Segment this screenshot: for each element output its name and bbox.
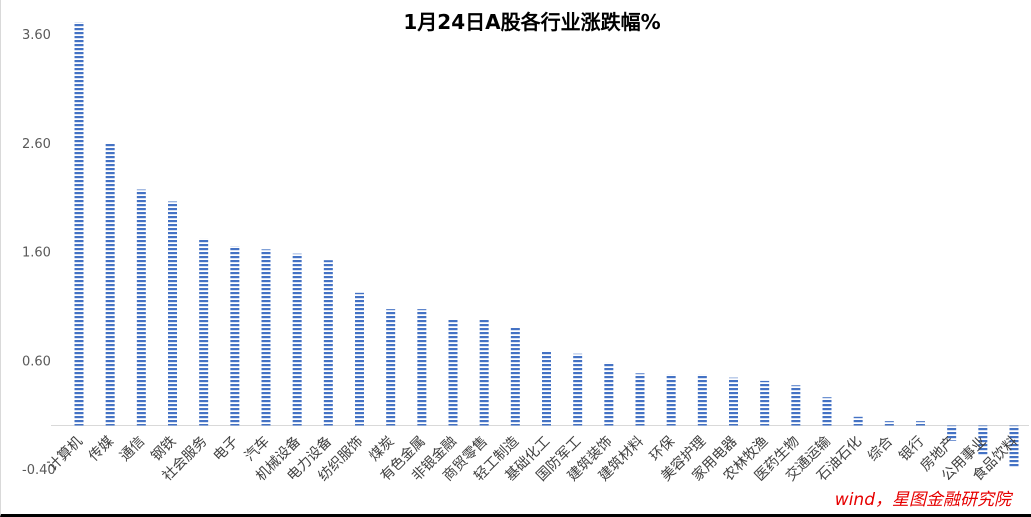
bars-group: [74, 22, 1019, 467]
bar: [230, 246, 240, 426]
bar: [292, 253, 302, 426]
bar: [978, 425, 988, 456]
y-tick-label: -0.40: [22, 463, 56, 478]
bar: [261, 249, 271, 426]
bar: [199, 238, 209, 426]
bar: [510, 327, 520, 426]
bar: [916, 421, 925, 426]
bar: [760, 380, 770, 426]
bar: [947, 425, 957, 441]
y-tick-label: 2.60: [22, 137, 51, 152]
bar: [417, 309, 427, 426]
bar: [479, 320, 489, 426]
bar: [573, 353, 583, 426]
bar: [136, 189, 146, 426]
bar: [884, 421, 894, 426]
bar: [448, 320, 458, 426]
y-tick-label: 0.60: [22, 354, 51, 369]
bar: [822, 397, 832, 426]
bar: [729, 377, 738, 426]
bar: [74, 22, 84, 426]
x-tick-label: 综合: [865, 434, 896, 465]
bar: [791, 385, 801, 426]
bar: [323, 260, 333, 426]
bar: [355, 292, 364, 426]
bar: [697, 374, 707, 426]
bar: [635, 373, 645, 426]
x-tick-label: 计算机: [45, 434, 86, 475]
bar: [604, 362, 614, 426]
bar: [105, 142, 115, 426]
y-axis: -0.40 0.60 1.60 2.60 3.60: [22, 28, 56, 478]
bar: [666, 374, 676, 426]
chart-title: 1月24日A股各行业涨跌幅%: [403, 10, 660, 34]
y-tick-label: 1.60: [22, 246, 51, 261]
bar: [386, 309, 396, 426]
bar: [168, 201, 177, 426]
source-note: wind，星图金融研究院: [834, 490, 1011, 510]
x-tick-label: 电子: [211, 434, 242, 465]
bar: [1009, 425, 1019, 467]
x-tick-label: 通信: [117, 434, 148, 465]
bar: [542, 350, 551, 426]
y-tick-label: 3.60: [22, 28, 51, 43]
bar: [853, 416, 863, 426]
x-tick-label: 传媒: [86, 434, 117, 465]
